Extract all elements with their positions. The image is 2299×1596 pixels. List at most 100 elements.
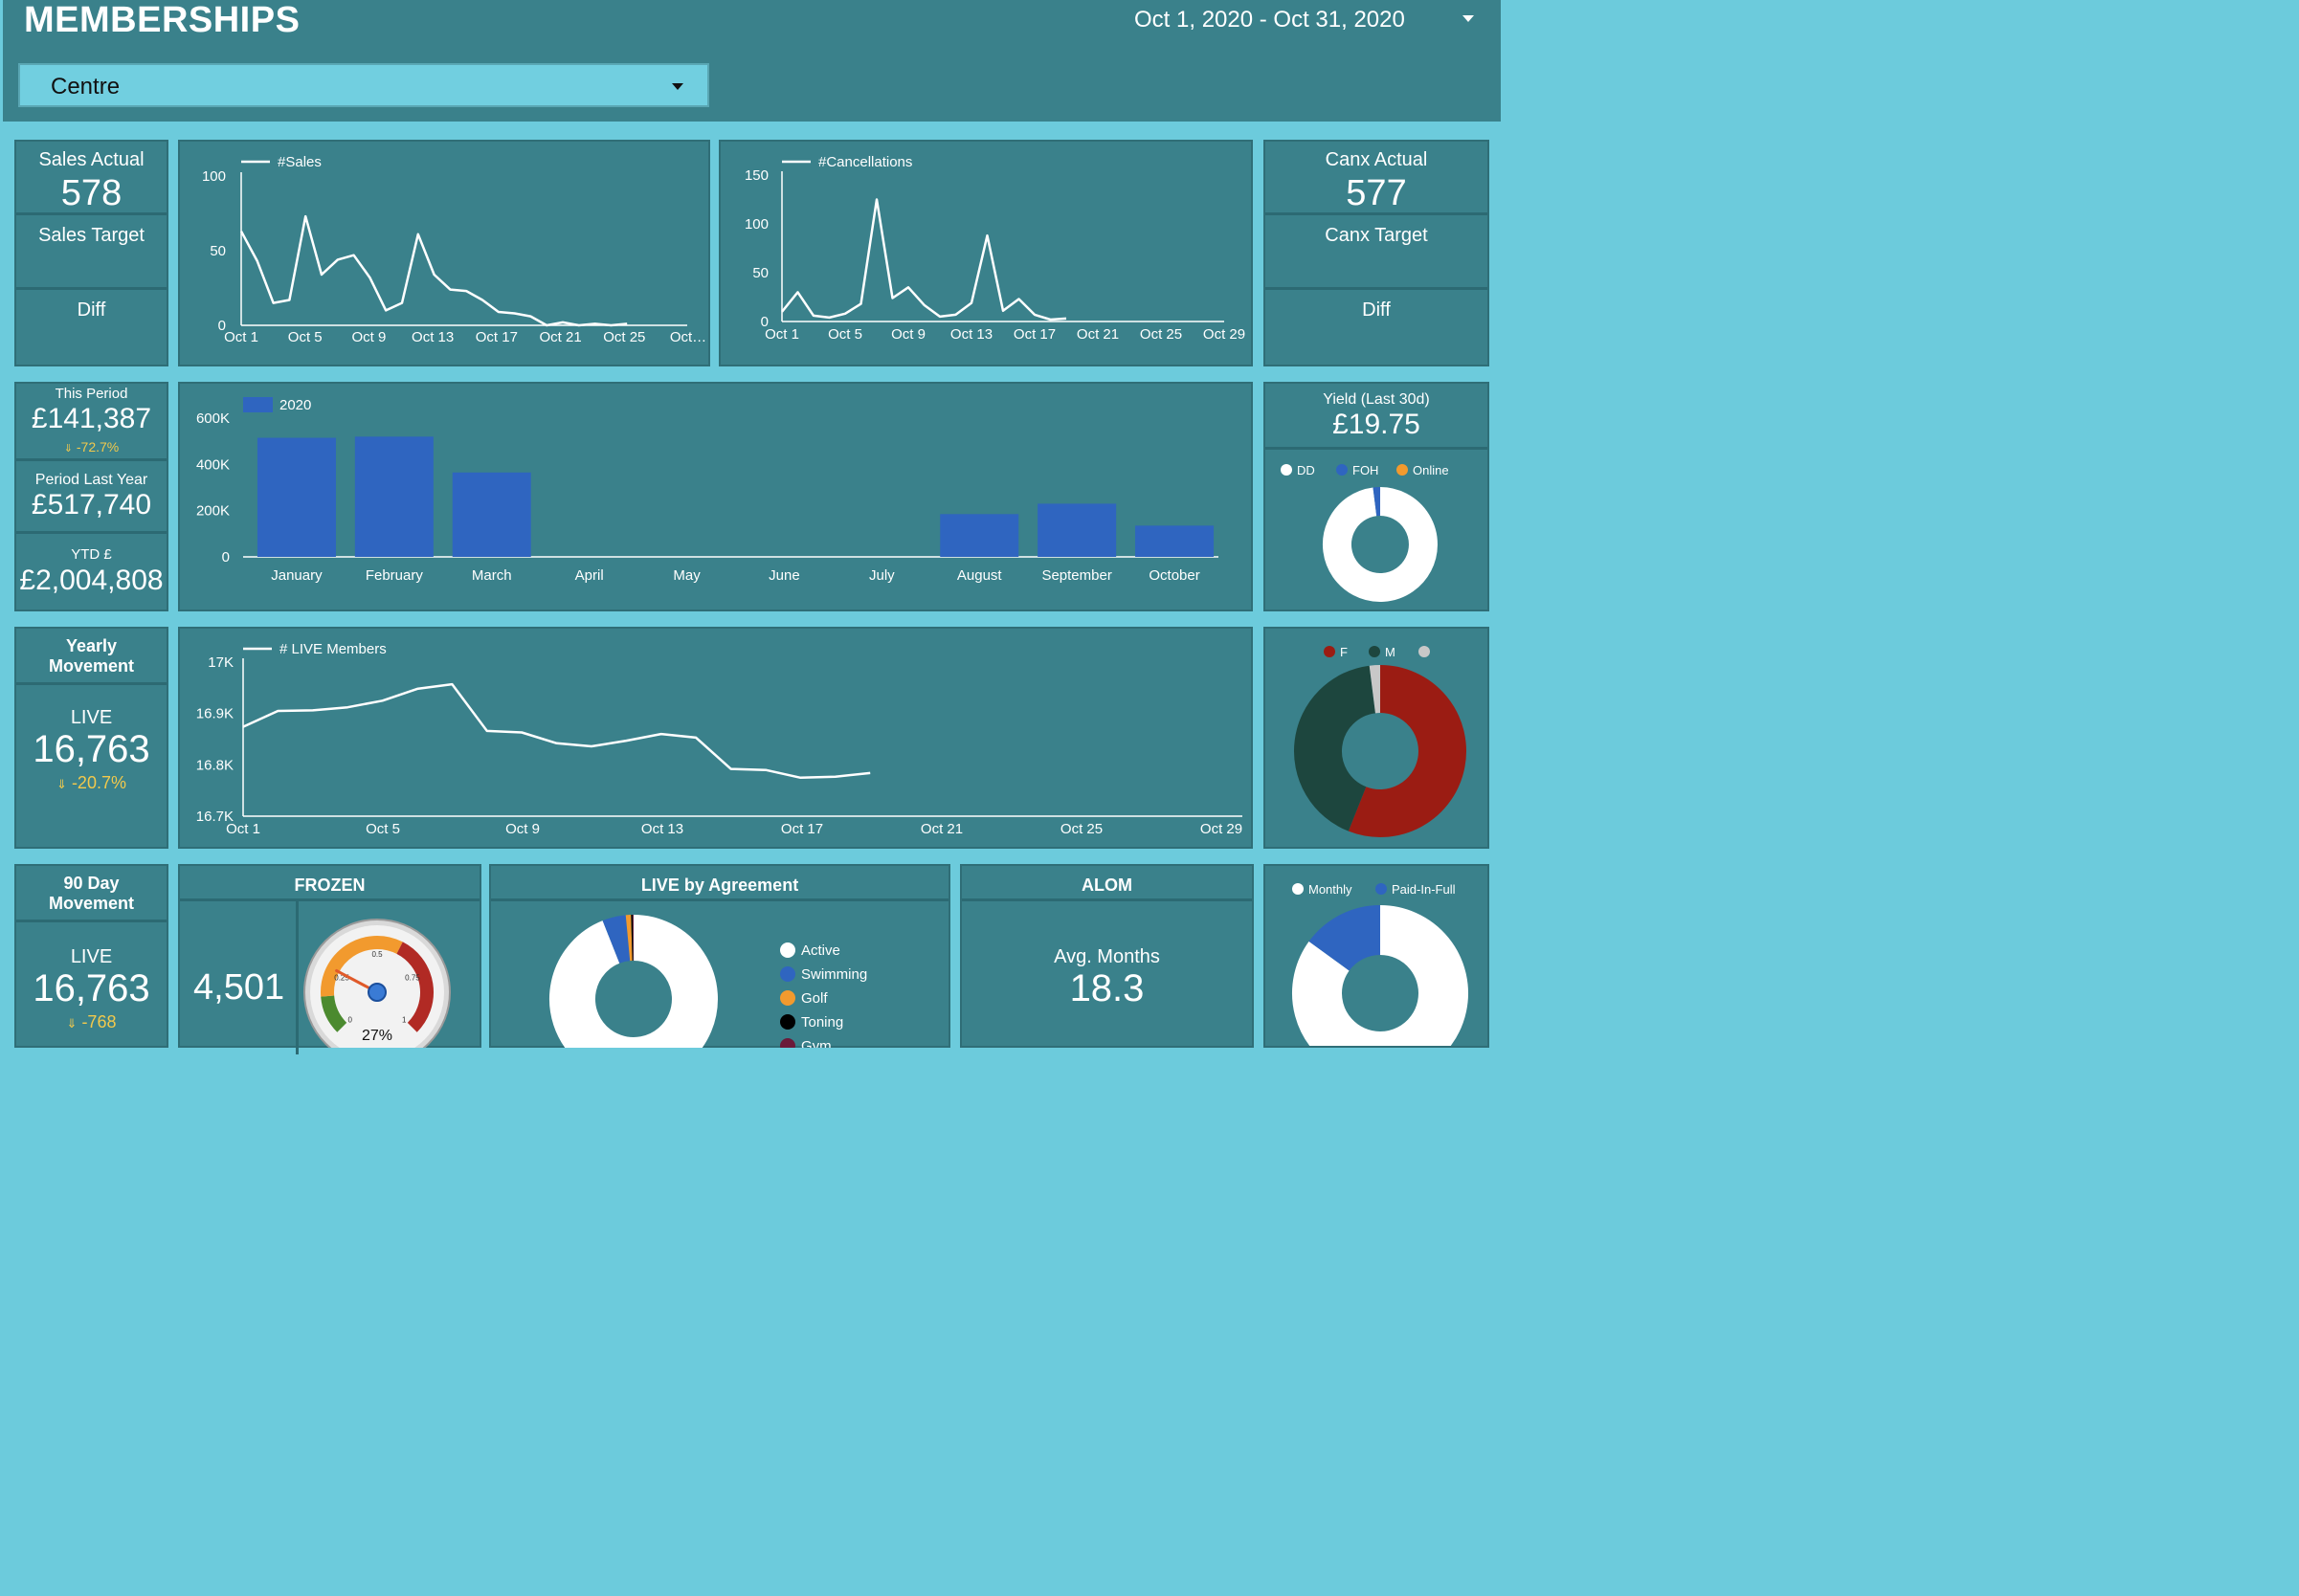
this-period-value: £141,387 [31,403,152,434]
bar [1038,503,1117,557]
yearly-movement-title: Yearly Movement [48,636,134,676]
frozen-title: FROZEN [294,876,366,895]
yield-value: £19.75 [1332,409,1420,440]
payment-type-panel: Monthly Paid-In-Full [1263,864,1489,1081]
y-tick-label: 50 [752,265,769,281]
legend-dot [780,1014,795,1030]
bar [452,472,531,557]
y-tick-label: 100 [202,168,226,185]
donut-slice [1308,905,1382,972]
series-line [239,214,628,327]
legend-label: Golf [801,990,828,1007]
legend-label: # LIVE Members [279,641,387,657]
bar [257,437,336,557]
x-tick-label: Oct 9 [351,329,386,345]
alom-value: 18.3 [1069,967,1145,1009]
legend-dot [1418,646,1430,657]
canx-kpi-panel: Canx Actual 577 Canx Target Diff [1263,140,1489,366]
series-line [781,198,1067,321]
yearly-live-label: LIVE [70,707,113,728]
revenue-kpi-panel: This Period £141,387 ⇓ -72.7% Period Las… [14,382,168,611]
x-tick-label: Oct 13 [412,329,454,345]
legend-label: #Sales [278,154,322,170]
gauge-tick-label: 0.75 [405,974,420,983]
cancellations-chart-panel: #Cancellations 0 50 100 150 Oct 1 Oct 5 Oct 9 Oc… [719,140,1253,366]
live-members-line-chart: # LIVE Members 16.7K 16.8K 16.9K 17K Oct 1 Oct… [196,641,1242,837]
last-year-label: Period Last Year [34,472,148,488]
x-tick-label: Oct 1 [226,821,260,837]
gauge-tick-label: 1 [402,1015,407,1024]
ninety-live-label: LIVE [70,946,113,967]
payment-type-donut-chart: Monthly Paid-In-Full [1292,882,1468,1081]
yield-panel: Yield (Last 30d) £19.75 DD FOH Online [1263,382,1489,611]
legend-dot [780,966,795,982]
gauge-tick-label: 0.5 [371,950,383,959]
canx-target-label: Canx Target [1325,225,1428,246]
header-bar: MEMBERSHIPS Oct 1, 2020 - Oct 31, 2020 C… [3,0,1501,122]
sales-chart-panel: #Sales 0 50 100 Oct 1 Oct 5 Oct 9 Oct 13 Oct 17 O… [178,140,710,366]
legend-label: #Cancellations [818,154,912,170]
page-title: MEMBERSHIPS [24,0,301,40]
x-tick-label: September [1041,567,1111,584]
arrow-down-icon: ⇓ [63,443,73,454]
x-tick-label: Oct 17 [476,329,518,345]
legend-swatch [243,397,273,412]
chevron-down-icon[interactable] [1462,15,1474,22]
ninety-change: ⇓ -768 [66,1012,117,1031]
arrow-down-icon: ⇓ [56,777,67,791]
legend-dot [1324,646,1335,657]
x-tick-label: Oct 9 [891,326,926,343]
x-tick-label: Oct 29 [1200,821,1242,837]
x-tick-label: Oct 29 [1203,326,1245,343]
legend-label: Paid-In-Full [1392,882,1456,897]
x-tick-label: October [1149,567,1199,584]
y-tick-label: 16.7K [196,809,234,825]
y-tick-label: 200K [196,503,230,520]
x-tick-label: Oct 13 [641,821,683,837]
y-tick-label: 16.9K [196,706,234,722]
centre-filter-dropdown[interactable]: Centre [18,63,709,107]
legend-dot [780,990,795,1006]
y-tick-label: 17K [208,654,234,671]
legend-dot [1369,646,1380,657]
this-period-label: This Period [55,386,128,402]
donut-slice [1369,664,1381,714]
y-tick-label: 16.8K [196,757,234,773]
last-year-value: £517,740 [31,489,152,521]
legend-label: 2020 [279,397,311,413]
legend-label: M [1385,645,1395,659]
frozen-panel: FROZEN 4,501 0 0.25 0.5 0.75 1 27% [178,864,481,1054]
canx-diff-label: Diff [1362,299,1391,321]
donut-slice [1322,487,1438,602]
agreement-donut-chart: Active Swimming Golf Toning Gym [549,915,867,1048]
y-tick-label: 0 [218,318,226,334]
alom-panel: ALOM Avg. Months 18.3 [960,864,1254,1048]
legend-label: Online [1413,463,1449,477]
chevron-down-icon[interactable] [672,83,683,90]
gauge-tick-label: 0.25 [334,974,349,983]
x-tick-label: Oct 5 [288,329,323,345]
y-tick-label: 50 [210,243,226,259]
legend-label: Swimming [801,966,867,983]
ninety-day-movement-panel: 90 Day Movement LIVE 16,763 ⇓ -768 [14,864,168,1048]
date-range-picker[interactable]: Oct 1, 2020 - Oct 31, 2020 [1134,7,1405,33]
donut-slice [1294,665,1377,831]
legend-dot [1281,464,1292,476]
x-tick-label: May [673,567,701,584]
yearly-live-value: 16,763 [33,728,150,770]
bar [354,436,434,557]
legend-label: FOH [1352,463,1378,477]
alom-label: Avg. Months [1054,946,1160,967]
alom-title: ALOM [1082,876,1132,895]
x-tick-label: June [769,567,800,584]
x-tick-label: January [271,567,323,584]
monthly-revenue-panel: 2020 0 200K 400K 600K January February March Apr… [178,382,1253,611]
legend-dot [1375,883,1387,895]
sales-actual-label: Sales Actual [38,149,145,170]
this-period-change: ⇓ -72.7% [63,439,120,454]
ytd-value: £2,004,808 [19,565,164,596]
legend-dot [1292,883,1304,895]
bar [940,514,1019,557]
x-tick-label: Oct 25 [1140,326,1182,343]
